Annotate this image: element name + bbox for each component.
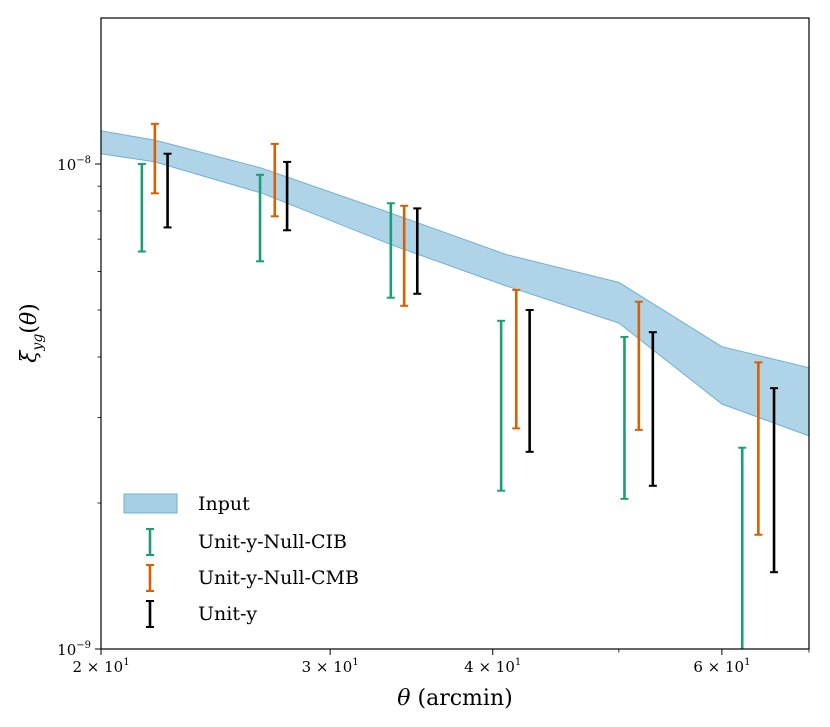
- y-tick-label: 10−9: [57, 640, 91, 659]
- errorbar-unit-y-null-cmb-0: [150, 122, 159, 195]
- errorbar-unit-y-null-cmb-4: [634, 300, 643, 431]
- errorbar-unit-y-null-cmb-5: [754, 361, 763, 536]
- errorbar-unit-y-5: [770, 387, 779, 574]
- tick-layer: 2 × 101 3 × 101 4 × 101 6 × 101 10−9 10−8: [57, 155, 810, 676]
- errorbar-unit-y-null-cib-2: [386, 202, 395, 299]
- legend-label: Unit-y: [198, 603, 257, 625]
- errorbar-unit-y-null-cib-1: [256, 173, 265, 263]
- y-tick-label: 10−8: [57, 155, 91, 174]
- y-axis-label: ξyg(θ): [17, 303, 46, 362]
- errorbar-unit-y-null-cmb-3: [512, 288, 521, 430]
- errorbar-unit-y-null-cib-4: [620, 335, 629, 500]
- errorbar-unit-y-1: [283, 160, 292, 232]
- x-tick-label: 6 × 101: [693, 657, 750, 676]
- legend: Input Unit-y-Null-CIB Unit-y-Null-CMB Unit-…: [123, 493, 359, 628]
- errorbar-unit-y-2: [413, 207, 422, 295]
- plot-background: [101, 18, 809, 649]
- errorbar-unit-y-3: [525, 308, 534, 453]
- x-tick-label: 2 × 101: [72, 657, 129, 676]
- legend-entry-unit-y-null-cib: Unit-y-Null-CIB: [146, 528, 347, 556]
- errorbar-unit-y-4: [648, 331, 657, 487]
- errorbar-unit-y-null-cmb-2: [400, 204, 409, 307]
- legend-entry-input: Input: [123, 493, 250, 515]
- errorbar-unit-y-null-cib-5: [738, 446, 747, 649]
- errorbar-unit-y-null-cmb-1: [270, 142, 279, 218]
- errorbar-unit-y-null-cib-0: [137, 162, 146, 253]
- errorbar-unit-y-null-cib-3: [497, 319, 506, 492]
- x-axis-label: θ (arcmin): [397, 686, 512, 711]
- errorbar-unit-y-0: [163, 152, 172, 229]
- series-layer: [137, 122, 779, 649]
- legend-swatch-input: [123, 493, 178, 514]
- legend-entry-unit-y: Unit-y: [146, 600, 257, 628]
- legend-entry-unit-y-null-cmb: Unit-y-Null-CMB: [146, 564, 359, 592]
- legend-label: Input: [198, 493, 250, 515]
- legend-label: Unit-y-Null-CMB: [198, 567, 359, 589]
- legend-label: Unit-y-Null-CIB: [198, 531, 347, 553]
- x-tick-label: 3 × 101: [302, 657, 359, 676]
- x-tick-label: 4 × 101: [464, 657, 521, 676]
- plot-frame: [100, 17, 810, 650]
